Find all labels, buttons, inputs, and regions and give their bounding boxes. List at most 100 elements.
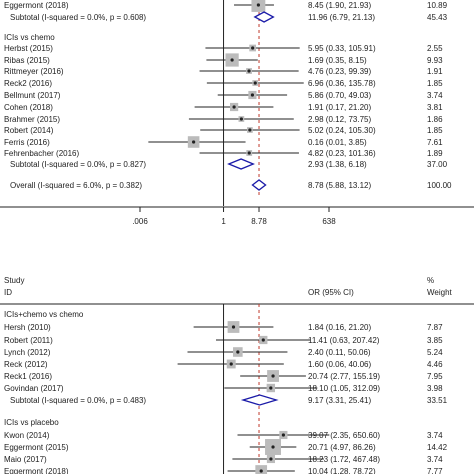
point-estimate — [269, 386, 273, 390]
study-label: Bellmunt (2017) — [4, 91, 61, 100]
study-label: Govindan (2017) — [4, 384, 64, 393]
point-estimate — [256, 3, 260, 7]
study-label: Herbst (2015) — [4, 44, 53, 53]
point-estimate — [192, 140, 196, 144]
weight-value: 7.87 — [427, 323, 443, 332]
subtotal-diamond — [227, 158, 255, 170]
or-ci-value: 0.16 (0.01, 3.85) — [308, 138, 367, 147]
weight-value: 10.89 — [427, 1, 448, 10]
weight-value: 1.85 — [427, 126, 443, 135]
subtotal-weight-value: 33.51 — [427, 396, 448, 405]
overall-or-ci-value: 8.78 (5.88, 13.12) — [308, 181, 371, 190]
or-ci-value: 1.69 (0.35, 8.15) — [308, 56, 367, 65]
subtotal-diamond — [240, 394, 279, 406]
weight-value: 14.42 — [427, 443, 448, 452]
study-label: Reck1 (2016) — [4, 372, 52, 381]
overall-label: Overall (I-squared = 6.0%, p = 0.382) — [10, 181, 142, 190]
point-estimate — [269, 457, 273, 461]
point-estimate — [281, 433, 285, 437]
weight-value: 9.93 — [427, 56, 443, 65]
subtotal-label: Subtotal (I-squared = 0.0%, p = 0.608) — [10, 13, 146, 22]
point-estimate — [236, 350, 240, 354]
study-label: Lynch (2012) — [4, 348, 51, 357]
header-or-ci: OR (95% CI) — [308, 288, 354, 297]
or-ci-value: 1.60 (0.06, 40.06) — [308, 360, 371, 369]
weight-value: 7.61 — [427, 138, 443, 147]
study-label: Hersh (2010) — [4, 323, 51, 332]
weight-value: 7.77 — [427, 467, 443, 474]
weight-value: 1.89 — [427, 149, 443, 158]
point-estimate — [248, 128, 252, 132]
x-axis-tick-label: .006 — [132, 217, 148, 226]
subgroup-label: ICIs+chemo vs chemo — [4, 310, 84, 319]
subgroup-label: ICIs vs placebo — [4, 418, 59, 427]
study-label: Eggermont (2018) — [4, 1, 69, 10]
forest-plot-bottom: Study ID OR (95% CI)% Weight ICIs+chemo vs c… — [0, 276, 474, 474]
weight-value: 4.46 — [427, 360, 443, 369]
subtotal-or-ci-value: 9.17 (3.31, 25.41) — [308, 396, 371, 405]
study-label: Fehrenbacher (2016) — [4, 149, 79, 158]
or-ci-value: 20.74 (2.77, 155.19) — [308, 372, 380, 381]
subgroup-label: ICIs vs chemo — [4, 33, 55, 42]
or-ci-value: 18.10 (1.05, 312.09) — [308, 384, 380, 393]
study-label: Robert (2011) — [4, 336, 53, 345]
point-estimate — [250, 93, 255, 97]
x-axis-tick-label: 8.78 — [251, 217, 267, 226]
study-label: Robert (2014) — [4, 126, 54, 135]
or-ci-value: 20.71 (4.97, 86.26) — [308, 443, 376, 452]
weight-value: 3.74 — [427, 91, 443, 100]
header-percent: % — [427, 276, 434, 285]
weight-value: 1.91 — [427, 67, 443, 76]
point-estimate — [231, 325, 236, 329]
study-label: Reck (2012) — [4, 360, 48, 369]
study-label: Rittmeyer (2016) — [4, 67, 64, 76]
point-estimate — [230, 58, 234, 62]
point-estimate — [271, 374, 275, 378]
point-estimate — [251, 46, 255, 50]
weight-value: 3.74 — [427, 455, 443, 464]
or-ci-value: 1.91 (0.17, 21.20) — [308, 103, 371, 112]
point-estimate — [247, 69, 251, 73]
weight-value: 2.55 — [427, 44, 443, 53]
weight-value: 5.24 — [427, 348, 443, 357]
weight-value: 3.85 — [427, 336, 443, 345]
subtotal-diamond — [253, 11, 275, 23]
header-weight: Weight — [427, 288, 453, 297]
or-ci-value: 5.02 (0.24, 105.30) — [308, 126, 376, 135]
or-ci-value: 2.98 (0.12, 73.75) — [308, 115, 371, 124]
study-label: Eggermont (2015) — [4, 443, 69, 452]
study-label: Eggermont (2018) — [4, 467, 69, 474]
point-estimate — [239, 117, 243, 121]
or-ci-value: 5.86 (0.70, 49.03) — [308, 91, 371, 100]
point-estimate — [259, 469, 263, 473]
subtotal-label: Subtotal (I-squared = 0.0%, p = 0.827) — [10, 160, 146, 169]
point-estimate — [271, 445, 275, 449]
or-ci-value: 2.40 (0.11, 50.06) — [308, 348, 371, 357]
overall-weight-value: 100.00 — [427, 181, 452, 190]
header-id: ID — [4, 288, 12, 297]
point-estimate — [261, 338, 265, 342]
subtotal-or-ci-value: 11.96 (6.79, 21.13) — [308, 13, 375, 22]
weight-value: 1.85 — [427, 79, 443, 88]
subtotal-weight-value: 37.00 — [427, 160, 448, 169]
study-label: Kwon (2014) — [4, 431, 50, 440]
point-estimate — [253, 81, 257, 85]
or-ci-value: 1.84 (0.16, 21.20) — [308, 323, 371, 332]
study-label: Cohen (2018) — [4, 103, 53, 112]
or-ci-value: 4.82 (0.23, 101.36) — [308, 149, 376, 158]
study-label: Brahmer (2015) — [4, 115, 60, 124]
study-label: Ferris (2016) — [4, 138, 50, 147]
weight-value: 1.86 — [427, 115, 443, 124]
x-axis-tick-label: 638 — [322, 217, 336, 226]
or-ci-value: 4.76 (0.23, 99.39) — [308, 67, 371, 76]
study-label: Maio (2017) — [4, 455, 47, 464]
point-estimate — [229, 362, 233, 366]
study-label: Reck2 (2016) — [4, 79, 52, 88]
subtotal-label: Subtotal (I-squared = 0.0%, p = 0.483) — [10, 396, 146, 405]
x-axis-tick-label: 1 — [221, 217, 226, 226]
subtotal-or-ci-value: 2.93 (1.38, 6.18) — [308, 160, 367, 169]
study-label: Ribas (2015) — [4, 56, 50, 65]
weight-value: 7.95 — [427, 372, 443, 381]
point-estimate — [247, 151, 251, 155]
